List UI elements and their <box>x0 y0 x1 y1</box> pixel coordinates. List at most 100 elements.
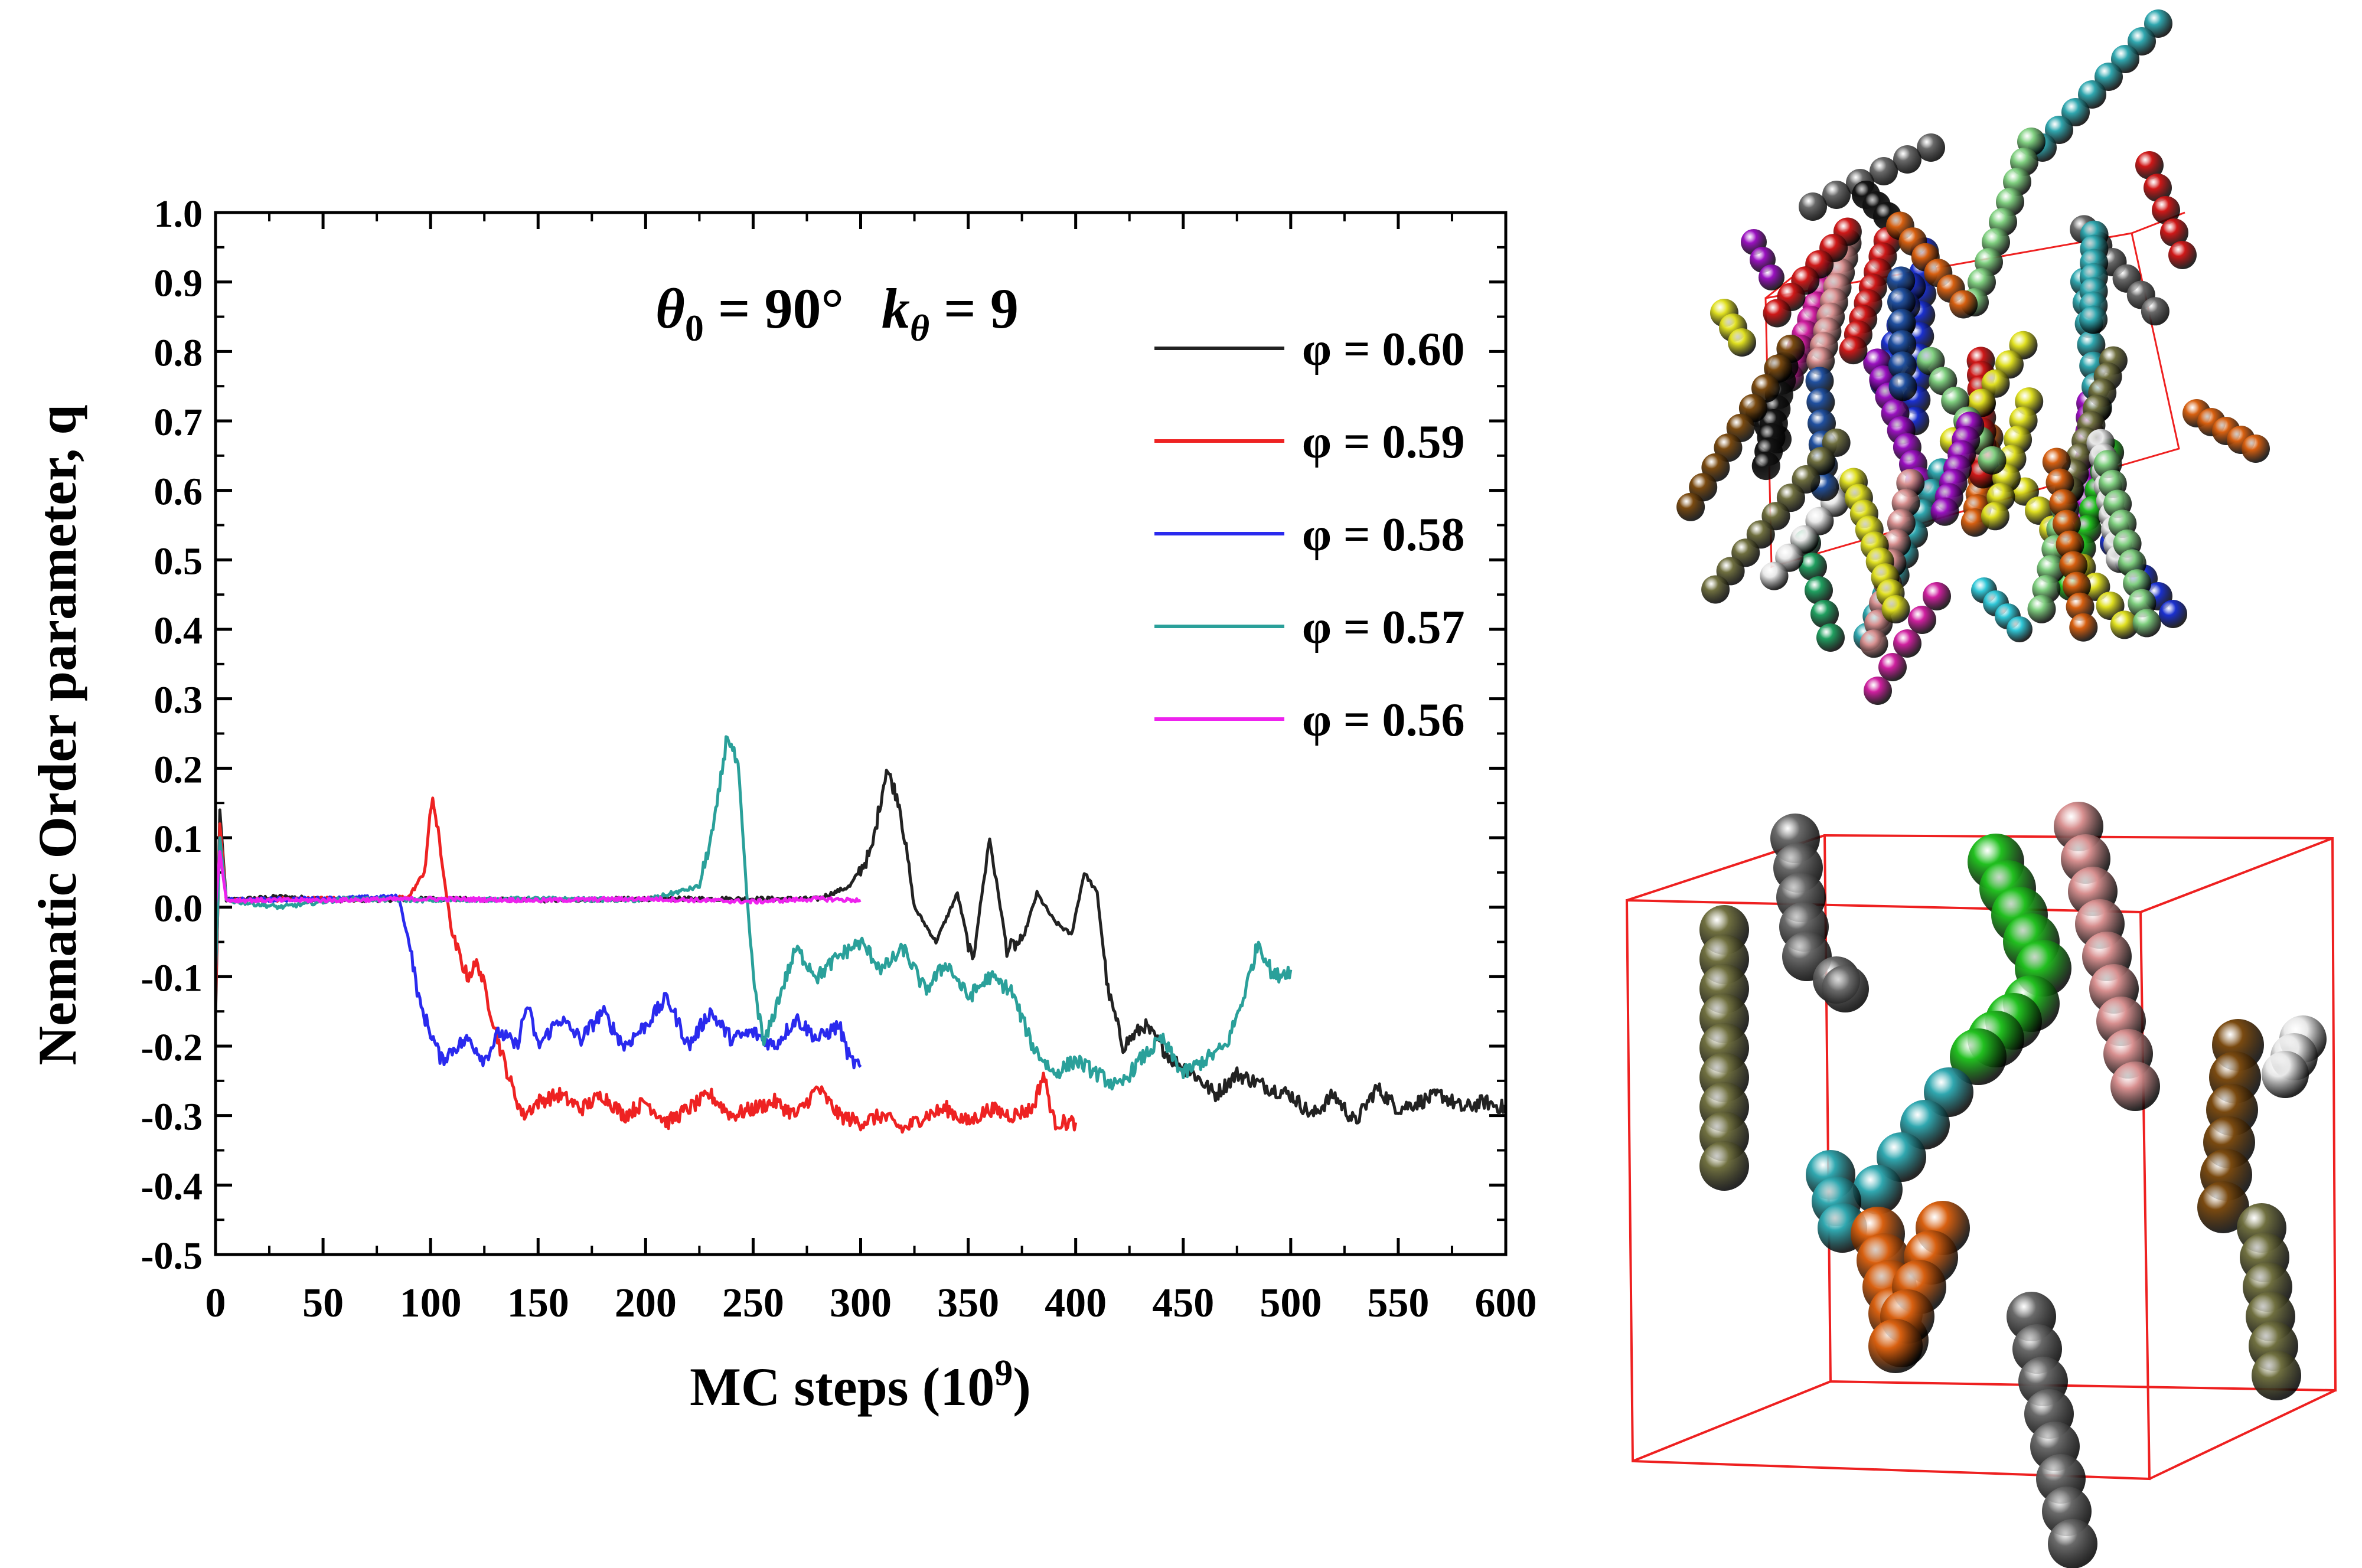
plot-frame <box>214 211 1508 1256</box>
series-group <box>214 735 1508 1134</box>
bead <box>1859 629 1888 658</box>
bead <box>1888 373 1917 401</box>
x-tick-label: 0 <box>205 1280 226 1326</box>
bead <box>1923 582 1951 610</box>
y-tick-label: 0.9 <box>154 262 203 305</box>
y-tick-label: -0.1 <box>141 956 203 999</box>
bead <box>1701 575 1730 604</box>
y-tick-labels: -0.5 -0.4 -0.3 -0.2 -0.1 0.0 0.1 0.2 0.3 0.4 0.5 0.… <box>141 192 203 1278</box>
y-tick-label: 0.5 <box>154 540 203 583</box>
legend: φ = 0.60 φ = 0.59 φ = 0.58 φ = 0.57 φ = 0.56 <box>1154 324 1465 746</box>
x-tick-label: 50 <box>302 1280 344 1326</box>
bead <box>1893 629 1921 658</box>
bead <box>2128 27 2156 55</box>
x-tick-label: 450 <box>1152 1280 1214 1326</box>
bead <box>2061 98 2090 126</box>
bead <box>1810 600 1839 628</box>
x-tick-label: 250 <box>722 1280 784 1326</box>
bead <box>1917 133 1945 162</box>
bead <box>1853 1165 1903 1214</box>
bead <box>2048 1519 2097 1568</box>
bead <box>2077 331 2106 360</box>
bead <box>2152 196 2180 224</box>
y-tick-label: -0.3 <box>141 1096 203 1139</box>
bead <box>1676 492 1705 521</box>
x-tick-label: 400 <box>1045 1280 1107 1326</box>
bead <box>1751 452 1780 481</box>
legend-label: φ = 0.60 <box>1302 324 1465 375</box>
bead <box>1805 367 1834 396</box>
x-axis-label: MC steps (109) <box>690 1353 1031 1417</box>
y-tick-label: 0.4 <box>154 609 203 652</box>
bead <box>2078 80 2106 109</box>
x-tick-label: 600 <box>1475 1280 1537 1326</box>
y-tick-label: 0.2 <box>154 748 203 791</box>
bead <box>1864 677 1892 705</box>
y-tick-label: 0.6 <box>154 471 203 514</box>
y-tick-label: 0.1 <box>154 818 203 861</box>
bead <box>1799 192 1827 221</box>
bead <box>1930 497 1959 526</box>
bead <box>2135 151 2164 179</box>
bead <box>2045 116 2073 144</box>
bead <box>1949 290 1978 319</box>
y-tick-label: 1.0 <box>154 192 203 236</box>
simulation-snapshot-dense <box>1676 9 2270 705</box>
legend-label: φ = 0.57 <box>1302 602 1465 654</box>
bead <box>2132 609 2161 638</box>
bead <box>1822 965 1869 1012</box>
y-axis-label: Nematic Order parameter, q <box>27 404 87 1065</box>
bead <box>1888 330 1917 359</box>
y-tick-label: -0.4 <box>141 1165 203 1208</box>
bead <box>1763 299 1792 328</box>
bead <box>2069 613 2098 642</box>
bead <box>2095 63 2123 91</box>
parameter-annotation: θ0 = 90° kθ = 9 <box>655 277 1019 349</box>
bead <box>1888 351 1917 380</box>
bead <box>2262 1051 2309 1098</box>
bead <box>1816 623 1845 652</box>
bead <box>1805 576 1833 605</box>
bead <box>2141 297 2169 326</box>
x-tick-label: 550 <box>1367 1280 1429 1326</box>
legend-label: φ = 0.56 <box>1302 694 1465 746</box>
bead <box>2144 9 2172 38</box>
bead <box>2197 1181 2249 1233</box>
bead <box>1806 388 1835 417</box>
x-tick-label: 100 <box>400 1280 462 1326</box>
x-tick-label: 150 <box>507 1280 569 1326</box>
bead <box>1950 1028 2007 1085</box>
bead <box>1981 502 2009 531</box>
svg-text:θ0 = 90° kθ = 9: θ0 = 90° kθ = 9 <box>655 277 1019 349</box>
y-tick-label: -0.5 <box>141 1234 203 1278</box>
x-tick-label: 500 <box>1260 1280 1322 1326</box>
bead <box>1870 157 1898 185</box>
bead <box>2007 616 2033 642</box>
bead <box>1881 595 1910 623</box>
bead <box>1908 606 1936 634</box>
bead <box>2242 435 2270 463</box>
bead <box>1978 446 2007 475</box>
bead <box>2079 305 2108 334</box>
y-tick-label: 0.7 <box>154 401 203 444</box>
axis-ticks <box>214 211 1508 1256</box>
bead <box>1868 1319 1923 1373</box>
bead <box>1822 181 1851 209</box>
bead <box>2159 600 2187 628</box>
bead <box>1893 145 1921 174</box>
series-line-2 <box>214 836 862 1070</box>
bead <box>2160 218 2188 247</box>
bead <box>1887 288 1916 316</box>
x-tick-label: 350 <box>937 1280 999 1326</box>
bead <box>2110 610 2139 639</box>
bead <box>2144 174 2172 202</box>
bead <box>1839 336 1868 365</box>
x-tick-label: 300 <box>830 1280 892 1326</box>
bead <box>2252 1351 2301 1400</box>
bead <box>1760 561 1789 590</box>
bead <box>2111 45 2139 73</box>
bead <box>1699 1141 1749 1191</box>
bead <box>2110 1061 2160 1111</box>
series-line-4 <box>214 850 862 907</box>
